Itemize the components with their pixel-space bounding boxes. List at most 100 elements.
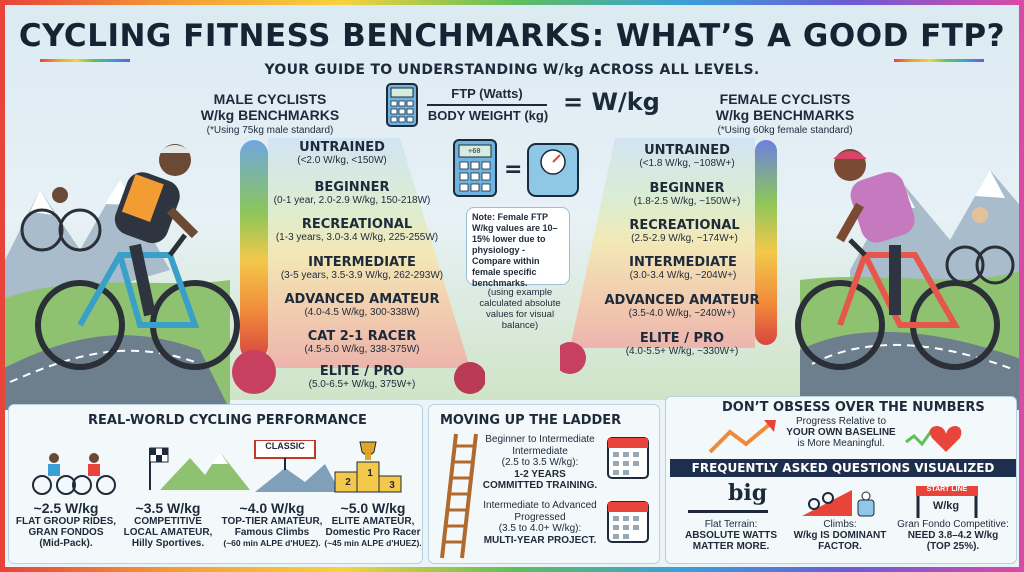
performance-line: (~45 min ALPE d'HUEZ). xyxy=(324,538,422,548)
ladder-icon xyxy=(440,433,478,559)
faq-line: W/kg IS DOMINANT xyxy=(793,530,887,541)
performance-line: ELITE AMATEUR, xyxy=(331,516,415,527)
female-level-detail: (3.0-3.4 W/kg, ~204W+) xyxy=(629,270,737,281)
female-level-name: UNTRAINED xyxy=(644,143,730,158)
female-level-recreational: RECREATIONAL (2.5-2.9 W/kg, ~174W+) xyxy=(602,218,767,245)
performance-value: ~5.0 W/kg xyxy=(340,500,406,516)
calendar-icons xyxy=(607,437,649,543)
svg-text:=: = xyxy=(504,157,522,182)
performance-line: (Mid-Pack). xyxy=(39,538,93,549)
male-level-detail: (3-5 years, 3.5-3.9 W/kg, 262-293W) xyxy=(280,270,444,281)
male-level-detail: (<2.0 W/kg, <150W) xyxy=(297,155,387,166)
start-line-text: START LINE xyxy=(926,486,968,493)
male-level-name: ADVANCED AMATEUR xyxy=(284,292,440,307)
performance-line: (~60 min ALPE d'HUEZ). xyxy=(223,538,321,548)
ladder-line: Intermediate xyxy=(512,445,568,457)
formula-result: = W/kg xyxy=(563,88,660,116)
wkg-formula: FTP (Watts) BODY WEIGHT (kg) = W/kg xyxy=(385,82,675,130)
ladder-panel-title: MOVING UP THE LADDER xyxy=(440,413,622,428)
performance-line: TOP-TIER AMATEUR, xyxy=(221,516,323,527)
calculator-icon xyxy=(386,83,418,127)
faq-line: NEED 3.8–4.2 W/kg xyxy=(907,530,999,541)
female-level-untrained: UNTRAINED (<1.8 W/kg, ~108W+) xyxy=(612,143,762,170)
ladder-line: Progressed xyxy=(514,511,566,523)
ladder-line: Beginner to Intermediate xyxy=(485,434,595,445)
male-level-untrained: UNTRAINED (<2.0 W/kg, <150W) xyxy=(262,140,422,167)
male-level-advanced-amateur: ADVANCED AMATEUR (4.0-4.5 W/kg, 300-338W… xyxy=(262,292,462,319)
female-level-intermediate: INTERMEDIATE (3.0-3.4 W/kg, ~204W+) xyxy=(598,255,768,282)
formula-denominator: BODY WEIGHT (kg) xyxy=(427,108,549,123)
female-level-beginner: BEGINNER (1.8-2.5 W/kg, ~150W+) xyxy=(612,181,762,208)
faq-bar: FREQUENTLY ASKED QUESTIONS VISUALIZED xyxy=(670,459,1016,477)
performance-value: ~3.5 W/kg xyxy=(135,500,201,516)
obsess-line: Progress Relative to xyxy=(795,416,887,427)
male-level-detail: (4.0-4.5 W/kg, 300-338W) xyxy=(304,307,420,318)
heart-checkmark-icon xyxy=(905,426,962,452)
flat-terrain-icon xyxy=(688,510,768,513)
faq-line: Gran Fondo Competitive: xyxy=(897,519,1009,530)
male-heading-line2: W/kg BENCHMARKS xyxy=(200,107,340,123)
checkered-flag-mountain-icon xyxy=(149,447,250,490)
ladder-block-1: Beginner to Intermediate Intermediate (2… xyxy=(478,434,602,492)
faq-item-gran-fondo: Gran Fondo Competitive: NEED 3.8–4.2 W/k… xyxy=(894,519,1012,552)
performance-item-3: ~4.0 W/kg TOP-TIER AMATEUR, Famous Climb… xyxy=(218,500,326,549)
female-ftp-note: Note: Female FTP W/kg values are 10–15% … xyxy=(466,207,570,288)
ladder-line: COMMITTED TRAINING. xyxy=(482,480,598,491)
male-heading: MALE CYCLISTS W/kg BENCHMARKS (*Using 75… xyxy=(175,91,365,139)
male-level-name: UNTRAINED xyxy=(299,140,385,155)
ladder-line: (2.5 to 3.5 W/kg): xyxy=(501,457,579,468)
wkg-text: W/kg xyxy=(932,500,960,512)
male-heading-line1: MALE CYCLISTS xyxy=(213,91,327,107)
page-subtitle: YOUR GUIDE TO UNDERSTANDING W/kg ACROSS … xyxy=(264,62,760,78)
male-level-name: CAT 2-1 RACER xyxy=(307,329,417,344)
female-heading-line1: FEMALE CYCLISTS xyxy=(719,91,851,107)
faq-line: (TOP 25%). xyxy=(926,541,980,552)
climb-scale-icon xyxy=(802,490,875,517)
group-ride-icon xyxy=(32,453,116,495)
podium-second: 2 xyxy=(345,477,351,488)
female-level-elite-pro: ELITE / PRO (4.0-5.5+ W/kg, ~330W+) xyxy=(592,331,772,358)
female-cyclist-illustration xyxy=(795,149,1015,370)
male-level-cat-racer: CAT 2-1 RACER (4.5-5.0 W/kg, 338-375W) xyxy=(262,329,462,356)
ladder-line: (3.5 to 4.0+ W/kg): xyxy=(498,523,582,534)
male-heading-note: (*Using 75kg male standard) xyxy=(206,125,334,136)
performance-line: COMPETITIVE xyxy=(134,516,202,527)
female-level-detail: (3.5-4.0 W/kg, ~240W+) xyxy=(628,308,736,319)
female-level-detail: (4.0-5.5+ W/kg, ~330W+) xyxy=(625,346,739,357)
faq-item-climbs: Climbs: W/kg IS DOMINANT FACTOR. xyxy=(786,519,894,552)
female-level-name: ADVANCED AMATEUR xyxy=(604,293,760,308)
classic-sign-text: CLASSIC xyxy=(265,441,305,451)
male-level-elite-pro: ELITE / PRO (5.0-6.5+ W/kg, 375W+) xyxy=(262,364,462,391)
performance-panel-title: REAL-WORLD CYCLING PERFORMANCE xyxy=(88,413,367,428)
faq-line: Climbs: xyxy=(823,519,857,530)
formula-numerator: FTP (Watts) xyxy=(451,86,523,101)
female-level-detail: (2.5-2.9 W/kg, ~174W+) xyxy=(631,233,738,244)
male-level-name: INTERMEDIATE xyxy=(308,255,416,270)
female-level-advanced-amateur: ADVANCED AMATEUR (3.5-4.0 W/kg, ~240W+) xyxy=(592,293,772,320)
male-level-detail: (4.5-5.0 W/kg, 338-375W) xyxy=(304,344,420,355)
female-level-name: BEGINNER xyxy=(649,181,725,196)
male-level-detail: (1-3 years, 3.0-3.4 W/kg, 225-255W) xyxy=(275,232,439,243)
performance-line: Domestic Pro Racer xyxy=(325,527,421,538)
performance-item-2: ~3.5 W/kg COMPETITIVE LOCAL AMATEUR, Hil… xyxy=(118,500,218,549)
obsess-title: DON’T OBSESS OVER THE NUMBERS xyxy=(722,400,985,415)
faq-line: Flat Terrain: xyxy=(704,519,758,530)
performance-value: ~2.5 W/kg xyxy=(33,500,99,516)
male-level-detail: (5.0-6.5+ W/kg, 375W+) xyxy=(308,379,416,390)
ladder-line: Intermediate to Advanced xyxy=(483,500,597,511)
female-heading: FEMALE CYCLISTS W/kg BENCHMARKS (*Using … xyxy=(690,91,880,139)
performance-value: ~4.0 W/kg xyxy=(239,500,305,516)
performance-item-4: ~5.0 W/kg ELITE AMATEUR, Domestic Pro Ra… xyxy=(322,500,424,549)
formula-fraction-line xyxy=(427,104,547,106)
performance-line: Hilly Sportives. xyxy=(131,538,205,549)
male-cyclist-illustration xyxy=(20,144,240,370)
performance-line: GRAN FONDOS xyxy=(28,527,104,538)
female-heading-line2: W/kg BENCHMARKS xyxy=(715,107,855,123)
male-level-name: RECREATIONAL xyxy=(301,217,413,232)
page-title: CYCLING FITNESS BENCHMARKS: WHAT’S A GOO… xyxy=(18,18,1006,54)
female-level-detail: (<1.8 W/kg, ~108W+) xyxy=(639,158,735,169)
trend-up-arrow-icon xyxy=(708,420,776,454)
faq-line: ABSOLUTE WATTS xyxy=(684,530,778,541)
faq-line: FACTOR. xyxy=(818,541,862,552)
performance-line: LOCAL AMATEUR, xyxy=(123,527,213,538)
